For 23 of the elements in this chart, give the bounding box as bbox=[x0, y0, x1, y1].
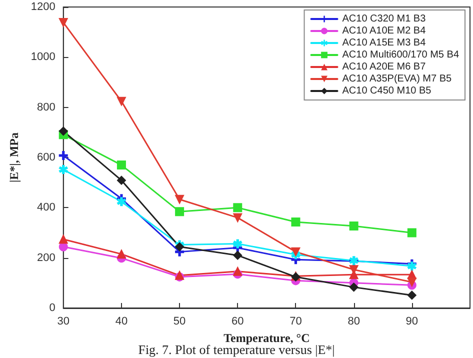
y-tick-label: 400 bbox=[37, 202, 56, 214]
x-tick-label: 50 bbox=[173, 316, 186, 328]
x-axis-title: Temperature, °C bbox=[224, 330, 310, 345]
legend-label: AC10 C450 M10 B5 bbox=[342, 86, 432, 96]
x-tick-label: 80 bbox=[348, 316, 360, 328]
y-axis-title: |E*|, MPa bbox=[7, 132, 21, 182]
x-tick-label: 40 bbox=[115, 316, 128, 328]
y-tick-label: 200 bbox=[37, 252, 56, 264]
legend-label: AC10 Multi600/170 M5 B4 bbox=[342, 50, 460, 60]
x-tick-label: 70 bbox=[290, 316, 302, 328]
x-tick-label: 30 bbox=[57, 316, 70, 328]
y-tick-label: 1200 bbox=[30, 1, 56, 13]
y-tick-label: 1000 bbox=[30, 51, 56, 64]
x-tick-label: 60 bbox=[232, 316, 244, 328]
legend-label: AC10 A35P(EVA) M7 B5 bbox=[342, 74, 452, 84]
y-tick-label: 0 bbox=[49, 302, 56, 314]
legend-label: AC10 A15E M3 B4 bbox=[342, 38, 426, 48]
legend-label: AC10 A20E M6 B7 bbox=[342, 62, 426, 72]
legend-label: AC10 A10E M2 B4 bbox=[342, 26, 426, 36]
y-tick-label: 800 bbox=[37, 101, 56, 114]
y-tick-label: 600 bbox=[37, 152, 56, 164]
legend-label: AC10 C320 M1 B3 bbox=[342, 14, 426, 24]
x-tick-label: 90 bbox=[406, 316, 418, 328]
